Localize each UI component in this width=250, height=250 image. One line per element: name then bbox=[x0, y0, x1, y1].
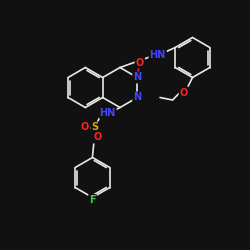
Text: N: N bbox=[133, 72, 141, 83]
Text: F: F bbox=[89, 195, 96, 205]
Text: N: N bbox=[133, 92, 141, 102]
Text: O: O bbox=[94, 132, 102, 142]
Text: HN: HN bbox=[150, 50, 166, 60]
Text: HN: HN bbox=[100, 108, 116, 118]
Text: O: O bbox=[180, 88, 188, 98]
Text: O: O bbox=[81, 122, 89, 132]
Text: O: O bbox=[136, 58, 144, 68]
Text: S: S bbox=[92, 122, 98, 132]
